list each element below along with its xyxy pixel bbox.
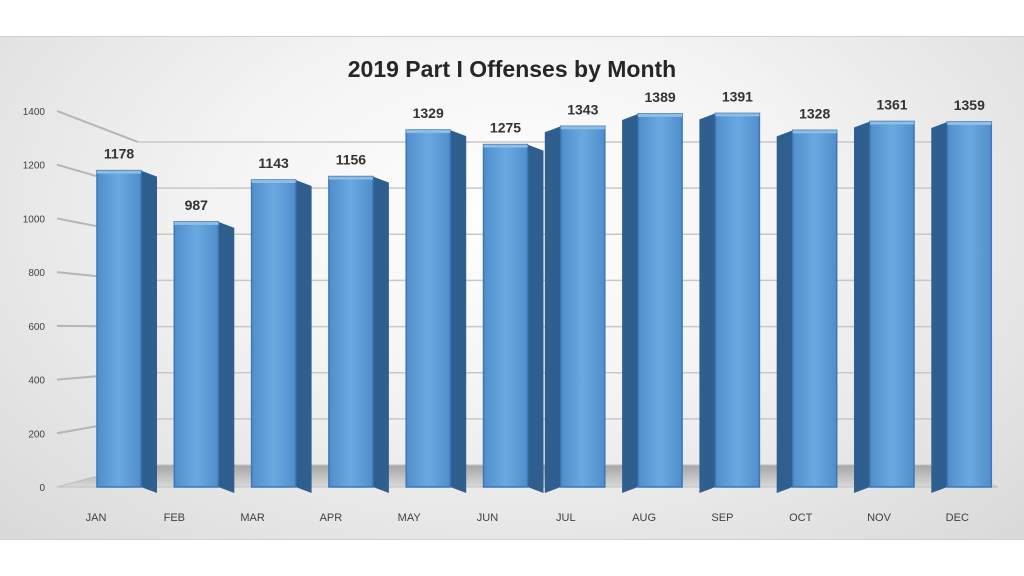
bar-top-edge xyxy=(251,180,296,184)
bar xyxy=(250,179,312,493)
data-label: 1391 xyxy=(722,88,753,104)
x-tick-label: DEC xyxy=(946,512,969,524)
data-label: 987 xyxy=(185,197,209,213)
bar-side-face xyxy=(527,144,544,494)
bar xyxy=(776,129,838,493)
y-tick-label: 1200 xyxy=(23,161,46,172)
bar-front-face xyxy=(482,143,529,488)
x-tick-label: APR xyxy=(320,512,343,524)
data-label: 1143 xyxy=(258,155,289,171)
bar xyxy=(854,120,915,493)
x-tick-label: OCT xyxy=(789,512,813,524)
bar-front-face xyxy=(560,125,606,488)
bar-top-edge xyxy=(792,130,837,134)
bar-front-face xyxy=(173,221,220,488)
bar-top-edge xyxy=(406,130,451,134)
bar-top-edge xyxy=(638,113,683,117)
x-tick-label: JUN xyxy=(477,512,498,524)
bar-side-face xyxy=(141,170,157,493)
data-label: 1343 xyxy=(567,101,598,117)
bar-front-face xyxy=(328,175,374,488)
bar-side-face xyxy=(776,130,793,493)
bar-top-edge xyxy=(97,170,141,174)
gridline-side xyxy=(56,110,139,143)
bar-top-edge xyxy=(715,113,760,117)
bar-side-face xyxy=(622,113,639,493)
x-tick-label: FEB xyxy=(164,512,185,524)
chart-title: 2019 Part I Offenses by Month xyxy=(348,56,676,82)
bar-side-face xyxy=(450,130,467,493)
bar-front-face xyxy=(869,120,915,488)
y-tick-label: 200 xyxy=(28,429,45,440)
y-tick-label: 0 xyxy=(39,483,45,494)
data-label: 1389 xyxy=(645,89,676,105)
bar-chart: 2019 Part I Offenses by Month 0 200 400 600… xyxy=(23,56,999,524)
x-tick-label: SEP xyxy=(711,512,733,524)
bar-front-face xyxy=(250,179,297,488)
bar xyxy=(173,221,235,494)
bar-front-face xyxy=(946,121,993,488)
data-label: 1328 xyxy=(799,105,830,121)
bar-top-edge xyxy=(870,121,914,125)
chart-area: 2019 Part I Offenses by Month 0 200 400 600… xyxy=(0,36,1024,540)
bar-side-face xyxy=(218,221,235,494)
bar-side-face xyxy=(699,113,716,493)
bar-side-face xyxy=(295,180,312,493)
y-tick-label: 600 xyxy=(28,322,45,333)
x-tick-label: MAY xyxy=(398,512,422,524)
bar xyxy=(931,121,993,494)
data-label: 1359 xyxy=(954,97,985,113)
bar-top-edge xyxy=(328,176,373,180)
bar-side-face xyxy=(372,176,389,493)
data-label: 1178 xyxy=(104,146,135,162)
bar xyxy=(544,125,606,494)
bar-front-face xyxy=(714,112,761,488)
x-tick-label: MAR xyxy=(240,512,265,524)
bar-front-face xyxy=(405,129,451,488)
bar-side-face xyxy=(854,121,870,493)
bar-side-face xyxy=(931,122,948,494)
bar-top-edge xyxy=(560,126,605,130)
bar-front-face xyxy=(791,129,838,488)
bar xyxy=(482,143,544,494)
y-tick-label: 1400 xyxy=(23,107,46,118)
x-tick-label: JUL xyxy=(556,512,576,524)
bar-side-face xyxy=(544,126,561,494)
bar-top-edge xyxy=(483,144,528,148)
data-label: 1361 xyxy=(876,96,907,112)
bar xyxy=(328,175,389,493)
bar-top-edge xyxy=(947,122,992,126)
bar xyxy=(622,113,683,493)
x-tick-label: NOV xyxy=(867,512,892,524)
bar-front-face xyxy=(637,113,683,488)
bar xyxy=(699,112,761,493)
bar-front-face xyxy=(96,169,142,488)
y-tick-label: 800 xyxy=(28,268,45,279)
x-tick-label: AUG xyxy=(632,512,656,524)
data-label: 1329 xyxy=(413,105,444,121)
bar-top-edge xyxy=(174,221,219,225)
data-label: 1275 xyxy=(490,120,521,136)
x-tick-label: JAN xyxy=(86,512,107,524)
data-label: 1156 xyxy=(336,152,367,168)
y-tick-label: 1000 xyxy=(23,214,46,225)
bar xyxy=(405,129,467,493)
y-tick-label: 400 xyxy=(28,376,45,387)
bar xyxy=(96,169,157,493)
